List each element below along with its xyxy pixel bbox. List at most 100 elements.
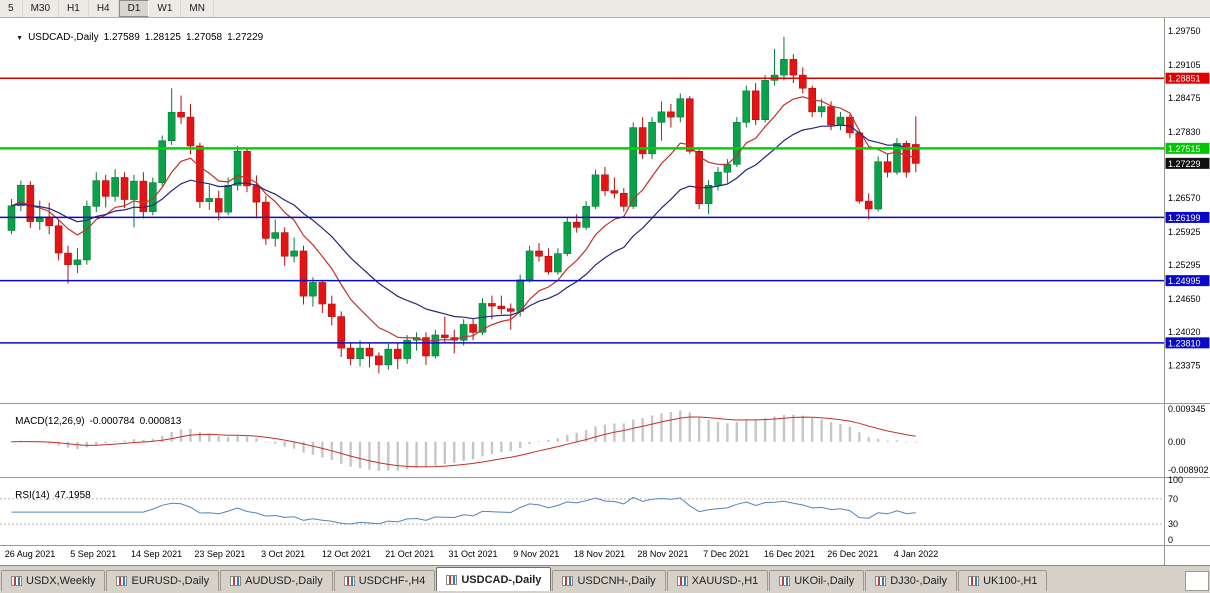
svg-text:1.28851: 1.28851 (1168, 74, 1201, 84)
candle (893, 138, 901, 175)
ohlc-low: 1.27058 (185, 32, 223, 43)
timeframe-button-5[interactable]: 5 (0, 0, 23, 17)
svg-text:1.26199: 1.26199 (1168, 213, 1201, 223)
price-tick-label: 1.23375 (1168, 361, 1201, 371)
macd-axis-zero: 0.00 (1168, 437, 1186, 447)
candle (262, 195, 270, 245)
candle (855, 130, 864, 204)
price-line-label (1165, 211, 1210, 223)
chart-symbol-label: USDCAD-,Daily (28, 32, 99, 43)
price-tick-label: 1.27830 (1168, 127, 1201, 137)
date-label: 31 Oct 2021 (448, 549, 497, 559)
price-tick-label: 1.25295 (1168, 260, 1201, 270)
chart-tab-dj30-daily[interactable]: DJ30-,Daily (865, 570, 958, 591)
chart-thumbnail-icon (779, 576, 791, 586)
chart-tab-label: EURUSD-,Daily (131, 575, 210, 587)
chart-thumbnail-icon (116, 576, 128, 586)
candle (431, 329, 440, 359)
candle (186, 103, 195, 155)
candle (412, 332, 421, 351)
candle (441, 316, 449, 343)
candle (695, 148, 703, 209)
chart-tab-xauusd-h1[interactable]: XAUUSD-,H1 (666, 570, 769, 591)
date-label: 16 Dec 2021 (764, 549, 815, 559)
price-tick-label: 1.29750 (1168, 26, 1201, 36)
chart-tab-label: USDCAD-,Daily (461, 573, 542, 586)
candle (667, 103, 675, 128)
date-label: 26 Dec 2021 (827, 549, 878, 559)
price-tick-label: 1.25925 (1168, 227, 1201, 237)
candle (158, 135, 167, 186)
candle (544, 248, 553, 275)
candle (365, 342, 374, 368)
candle (761, 75, 769, 123)
rsi-layer (0, 496, 1164, 525)
candle (422, 332, 430, 365)
ohlc-close: 1.27229 (227, 32, 264, 43)
candles-layer (7, 36, 920, 374)
candle (243, 148, 251, 193)
chart-menu-icon[interactable]: ▼ (16, 35, 24, 42)
candle (327, 295, 336, 326)
chart-thumbnail-icon (446, 574, 458, 585)
candle (883, 153, 892, 178)
candle (356, 340, 364, 367)
candle (167, 88, 176, 145)
candle (120, 172, 129, 208)
macd-name: MACD(12,26,9) (15, 416, 85, 427)
candle (525, 245, 534, 283)
chart-thumbnail-icon (875, 576, 887, 586)
candle (139, 172, 148, 219)
date-label: 3 Oct 2021 (261, 549, 305, 559)
candle (205, 184, 214, 211)
candle (83, 200, 91, 265)
timeframe-button-h1[interactable]: H1 (59, 0, 89, 17)
chart-tab-eurusd-daily[interactable]: EURUSD-,Daily (106, 570, 220, 591)
timeframe-button-h4[interactable]: H4 (89, 0, 119, 17)
price-line-label (1165, 142, 1210, 154)
timeframe-button-d1[interactable]: D1 (118, 0, 150, 17)
timeframe-button-mn[interactable]: MN (181, 0, 214, 17)
chart-tab-usdx-weekly[interactable]: USDX,Weekly (1, 570, 106, 591)
candle (836, 111, 845, 131)
rsi-axis-label: 0 (1168, 535, 1173, 545)
chart-thumbnail-icon (968, 576, 980, 586)
ohlc-high: 1.28125 (144, 32, 181, 43)
timeframe-button-w1[interactable]: W1 (149, 0, 182, 17)
chart-tab-uk100-h1[interactable]: UK100-,H1 (958, 570, 1048, 591)
chart-tab-usdcad-daily[interactable]: USDCAD-,Daily (436, 567, 552, 591)
candle (280, 227, 289, 266)
chart-tab-ukoil-daily[interactable]: UKOil-,Daily (769, 570, 865, 591)
chart-tab-usdchf-h4[interactable]: USDCHF-,H4 (333, 570, 436, 591)
timeframe-button-m30[interactable]: M30 (23, 0, 60, 17)
candle (751, 82, 760, 125)
price-tick-label: 1.28475 (1168, 93, 1201, 103)
price-tick-label: 1.24650 (1168, 294, 1201, 304)
chart-area[interactable]: 1.29750 1.29105 1.28475 1.27830 1.26570 1.259… (0, 18, 1210, 565)
date-label: 4 Jan 2022 (894, 549, 939, 559)
svg-text:1.24995: 1.24995 (1168, 276, 1201, 286)
rsi-label: RSI(14) 47.1958 (4, 479, 96, 512)
date-label: 18 Nov 2021 (574, 549, 625, 559)
candle (17, 180, 25, 212)
chart-tab-usdcnh-daily[interactable]: USDCNH-,Daily (552, 570, 666, 591)
candle (224, 177, 232, 216)
chart-tab-audusd-daily[interactable]: AUDUSD-,Daily (220, 570, 333, 591)
ohlc-open: 1.27589 (103, 32, 140, 43)
date-label: 12 Oct 2021 (322, 549, 371, 559)
price-tick-label: 1.29105 (1168, 60, 1201, 70)
date-label: 23 Sep 2021 (194, 549, 245, 559)
rsi-name: RSI(14) (15, 490, 50, 501)
chart-tab-label: DJ30-,Daily (890, 575, 948, 587)
candle (393, 342, 402, 370)
candle (742, 85, 751, 128)
candle (177, 95, 185, 124)
candle (290, 237, 298, 263)
date-label: 9 Nov 2021 (513, 549, 559, 559)
candle (337, 311, 346, 358)
candle (610, 177, 619, 199)
candle (638, 117, 647, 160)
price-line-label (1165, 157, 1210, 169)
candle (704, 180, 713, 215)
